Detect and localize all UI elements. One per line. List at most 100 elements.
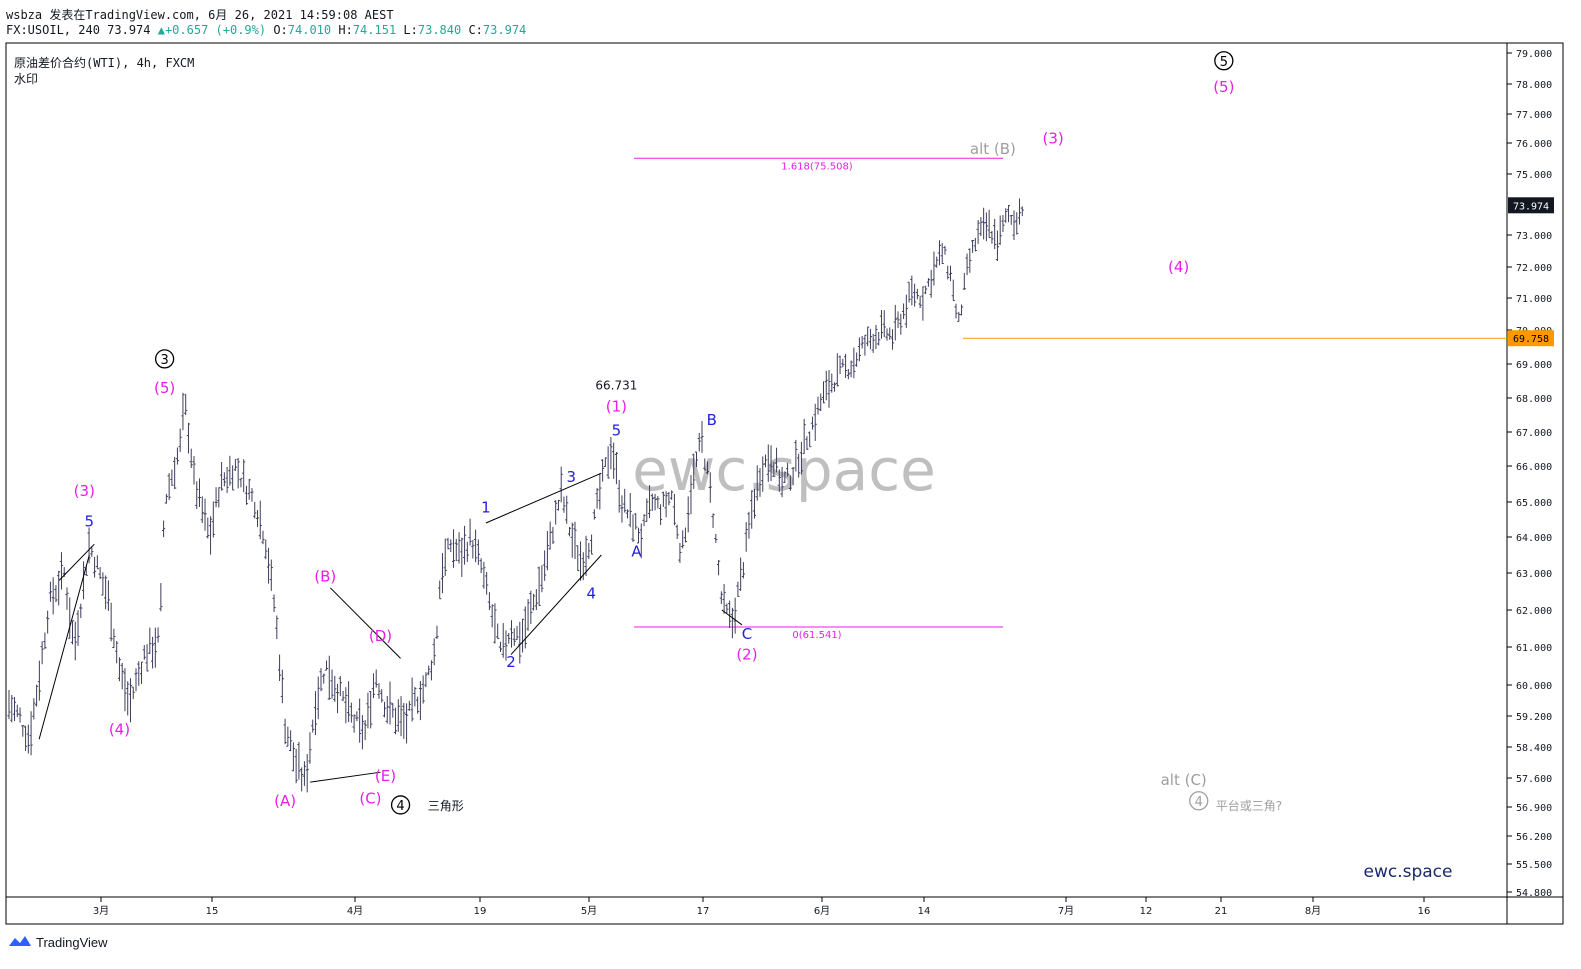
x-tick-label: 19 xyxy=(474,906,487,917)
trendline xyxy=(485,472,602,524)
trendline xyxy=(38,554,90,740)
x-axis: 3月 15 4月 19 5月 17 6月 14 7月 12 21 8月 16 xyxy=(93,897,1431,917)
open-label: O: xyxy=(266,23,288,37)
brand-text: ewc.space xyxy=(1364,862,1453,882)
x-tick-label: 8月 xyxy=(1305,905,1321,917)
last-price-tag xyxy=(1508,197,1554,214)
wave-label: (D) xyxy=(369,627,392,645)
chart-frame xyxy=(5,42,1564,925)
y-tick-label: 56.200 xyxy=(1516,832,1552,843)
y-tick-label: 60.000 xyxy=(1516,681,1552,692)
trendline xyxy=(721,609,743,626)
wave-label: (3) xyxy=(1043,130,1064,148)
x-tick-label: 12 xyxy=(1140,906,1153,917)
trendlines xyxy=(38,472,743,783)
last-price-text: 73.974 xyxy=(1513,201,1549,212)
x-tick-label: 21 xyxy=(1215,906,1228,917)
x-tick-label: 7月 xyxy=(1058,905,1074,917)
y-tick-label: 54.800 xyxy=(1516,888,1552,899)
ohlc-bars xyxy=(7,198,1024,793)
circled-wave-label: 4 xyxy=(1195,795,1203,810)
x-tick-label: 4月 xyxy=(347,905,363,917)
close-value: 73.974 xyxy=(482,23,527,37)
wave-label: alt (B) xyxy=(970,140,1016,158)
price-change: ▲+0.657 (+0.9%) xyxy=(157,23,267,37)
circled-wave-label: 4 xyxy=(396,799,404,814)
wave-label: 4 xyxy=(587,584,597,602)
wave-label: (4) xyxy=(1168,258,1189,276)
y-tick-label: 71.000 xyxy=(1516,294,1552,305)
y-tick-label: 55.500 xyxy=(1516,860,1552,871)
y-tick-label: 61.000 xyxy=(1516,643,1552,654)
x-tick-label: 16 xyxy=(1418,906,1431,917)
close-label: C: xyxy=(461,23,483,37)
tradingview-logo-text: TradingView xyxy=(36,935,108,950)
trendline xyxy=(310,771,381,783)
x-tick-label: 14 xyxy=(918,906,931,917)
wave-label: 3 xyxy=(566,468,576,486)
fibonacci-levels: 1.618(75.508) 0(61.541) xyxy=(634,157,1003,641)
wave-label: 5 xyxy=(612,421,622,439)
circled-wave-label: 3 xyxy=(160,353,168,368)
high-value: 74.151 xyxy=(352,23,397,37)
trendline xyxy=(58,543,95,581)
wave-label: A xyxy=(631,542,642,560)
wave-label: (E) xyxy=(375,767,396,785)
wave-label: (1) xyxy=(606,398,627,416)
y-tick-label: 63.000 xyxy=(1516,569,1552,580)
x-tick-label: 3月 xyxy=(93,905,109,917)
ohlc-info: FX:USOIL, 240 73.974 ▲+0.657 (+0.9%) O:7… xyxy=(6,23,526,37)
y-tick-label: 73.000 xyxy=(1516,231,1552,242)
wave-label: 2 xyxy=(506,653,516,671)
wave-label: 1 xyxy=(481,498,491,516)
x-tick-label: 6月 xyxy=(814,905,830,917)
y-tick-label: 64.000 xyxy=(1516,533,1552,544)
y-tick-label: 67.000 xyxy=(1516,428,1552,439)
y-tick-label: 59.200 xyxy=(1516,712,1552,723)
circled-wave-badge xyxy=(390,795,411,815)
symbol-title: 原油差价合约(WTI), 4h, FXCM xyxy=(14,56,195,70)
fib-lower-label: 0(61.541) xyxy=(792,630,841,641)
y-tick-label: 77.000 xyxy=(1516,110,1552,121)
circled-wave-badge xyxy=(1214,51,1234,71)
tradingview-logo-icon xyxy=(8,934,32,951)
y-tick-label: 65.000 xyxy=(1516,498,1552,509)
y-tick-label: 66.000 xyxy=(1516,462,1552,473)
y-tick-label: 75.000 xyxy=(1516,170,1552,181)
y-tick-label: 69.000 xyxy=(1516,360,1552,371)
y-tick-label: 72.000 xyxy=(1516,263,1552,274)
y-tick-label: 68.000 xyxy=(1516,394,1552,405)
y-tick-label: 79.000 xyxy=(1516,49,1552,60)
circled-wave-label: 5 xyxy=(1220,55,1228,70)
publish-info: wsbza 发表在TradingView.com, 6月 26, 2021 14… xyxy=(6,8,394,22)
y-tick-label: 76.000 xyxy=(1516,139,1552,150)
circled-wave-badge xyxy=(154,349,175,369)
circled-wave-badge xyxy=(1189,791,1209,811)
wave-label: (C) xyxy=(359,790,381,808)
wave-labels: 5 (3) (4) (5) (B) (D) (E) (A) (C) 三角形 1 2 3 4 5 66.731 (… xyxy=(74,51,1282,815)
trendline xyxy=(510,554,602,655)
level-price-tag xyxy=(1508,330,1554,347)
open-value: 74.010 xyxy=(287,23,332,37)
x-tick-label: 5月 xyxy=(581,905,597,917)
wave-label: 平台或三角? xyxy=(1216,798,1282,813)
wave-label: (2) xyxy=(736,646,757,664)
level-price-text: 69.758 xyxy=(1513,334,1549,345)
footer: TradingView xyxy=(8,934,108,951)
high-label: H: xyxy=(331,23,353,37)
x-tick-label: 15 xyxy=(206,906,219,917)
wave-label: (3) xyxy=(74,482,95,500)
wave-label: (5) xyxy=(1213,78,1234,96)
x-tick-label: 17 xyxy=(697,906,710,917)
y-tick-label: 56.900 xyxy=(1516,803,1552,814)
wave-label: B xyxy=(707,411,717,429)
wave-label: (B) xyxy=(314,568,336,586)
wave-label: (4) xyxy=(109,721,130,739)
wave-label: (5) xyxy=(154,379,175,397)
wave-label: 5 xyxy=(85,512,95,530)
wave-label: alt (C) xyxy=(1161,771,1207,789)
trendline xyxy=(329,587,401,659)
y-tick-label: 57.600 xyxy=(1516,774,1552,785)
y-axis: 79.000 78.000 77.000 76.000 75.000 73.000 72.0… xyxy=(1507,49,1552,899)
